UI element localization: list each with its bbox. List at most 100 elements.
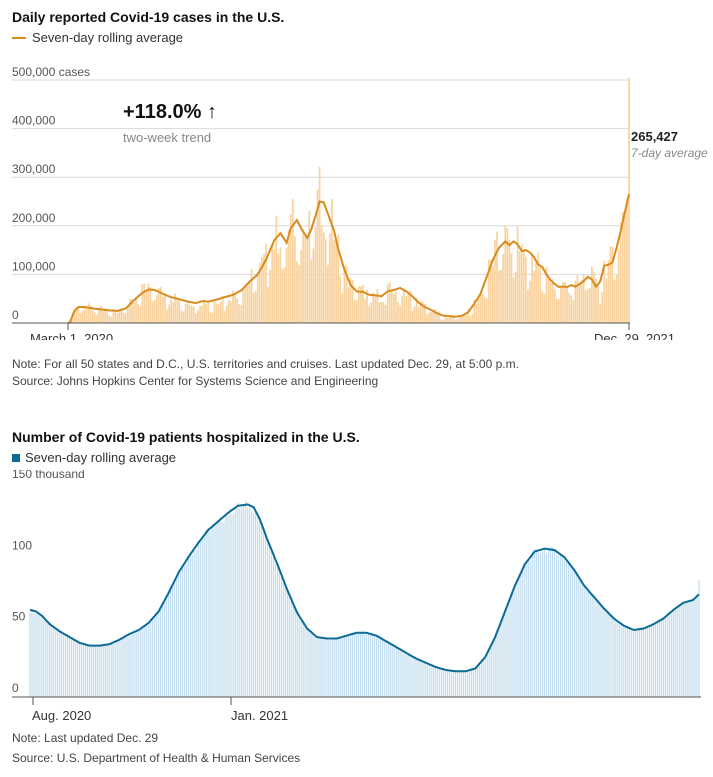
cases-bar [537,252,540,323]
cases-bar [609,246,612,323]
cases-bar [122,312,125,323]
hosp-bar [237,503,239,697]
cases-bar [601,291,604,323]
hosp-bar [532,551,534,697]
cases-bar [492,266,494,323]
cases-bar [176,297,179,323]
hosp-bar [348,635,350,697]
cases-bar [463,314,465,323]
cases-bar [298,264,300,323]
cases-bar [343,266,346,323]
cases-bar [397,302,399,323]
hosp-bar [575,574,577,697]
cases-bar [512,277,515,323]
cases-bar [487,259,490,323]
hosp-bar [65,634,67,697]
hosp-bar [494,637,496,697]
hosp-bar [296,611,298,697]
cases-bar [324,239,327,323]
cases-bar [438,311,441,323]
hosp-y-tick-label: 0 [12,681,19,695]
hosp-x-label-jan: Jan. 2021 [231,708,288,723]
hosp-bar [213,523,215,697]
cases-bar [126,306,129,323]
cases-bar [459,315,461,323]
cases-bar [279,247,282,323]
hosp-bar [219,516,221,697]
hosp-bar [357,632,360,697]
cases-bar [574,280,577,323]
cases-bar [390,289,393,323]
cases-bar [244,285,247,323]
hosp-bar [203,536,205,697]
cases-bar [316,189,319,323]
hosp-bar [57,629,59,697]
hosp-bar [429,664,431,697]
cases-bar [258,262,261,323]
cases-bar [446,317,449,323]
cases-bar [444,314,447,323]
hosp-bar [53,628,55,697]
hosp-bar [175,579,178,697]
cases-bar [576,275,579,323]
hosp-bar [39,614,41,697]
cases-bar [603,260,606,323]
cases-bar [588,288,591,323]
cases-bar [265,243,267,323]
cases-bar [219,301,222,323]
hosp-bar [136,631,138,697]
hosp-bar [253,512,255,697]
cases-bar [182,311,185,323]
hosp-bar [587,591,589,697]
hosp-bar [668,614,670,697]
cases-bar [529,280,531,323]
cases-bar [456,318,459,323]
cases-bar [405,296,408,323]
hosp-bar [193,551,195,697]
cases-bar [201,305,203,323]
cases-bar [215,303,218,323]
cases-bar [256,272,259,323]
cases-bar [419,301,422,323]
hosp-bar [302,621,304,697]
hosp-bar [334,638,336,697]
hosp-bar [409,655,411,697]
hosp-bar [561,555,564,697]
hosp-bar [514,587,516,697]
hosp-bar [690,601,692,697]
cases-bar [331,199,333,323]
cases-bar [591,266,593,323]
hosp-note: Note: Last updated Dec. 29 [12,731,159,745]
hosp-bar [583,586,585,697]
cases-bar [296,261,298,323]
hosp-bar [597,602,599,697]
cases-bar [407,293,410,323]
hosp-bar [627,626,629,697]
hosp-bar [698,580,700,697]
cases-bar [599,304,601,323]
cases-bar [79,313,82,323]
cases-bar [153,300,156,323]
hosp-bar [399,649,401,697]
cases-bar [500,269,502,323]
hosp-bar [205,529,207,697]
cases-bar [240,304,243,323]
hosp-bar [96,646,98,697]
cases-bar [382,302,385,323]
cases-bar [549,282,552,323]
cases-bar [611,246,614,323]
cases-bar [450,314,453,323]
hosp-bar [189,555,191,697]
cases-y-tick-label: 0 [12,308,19,322]
cases-bar [496,231,498,323]
cases-bar [386,283,389,323]
hosp-bar [88,644,90,697]
hosp-bar [217,520,219,697]
hosp-bar [76,642,79,697]
cases-bar [586,288,589,323]
hosp-bar [314,636,316,697]
hosp-bar [555,555,558,697]
cases-bar [615,274,618,323]
hosp-bar [516,580,518,697]
cases-bar [174,293,177,323]
